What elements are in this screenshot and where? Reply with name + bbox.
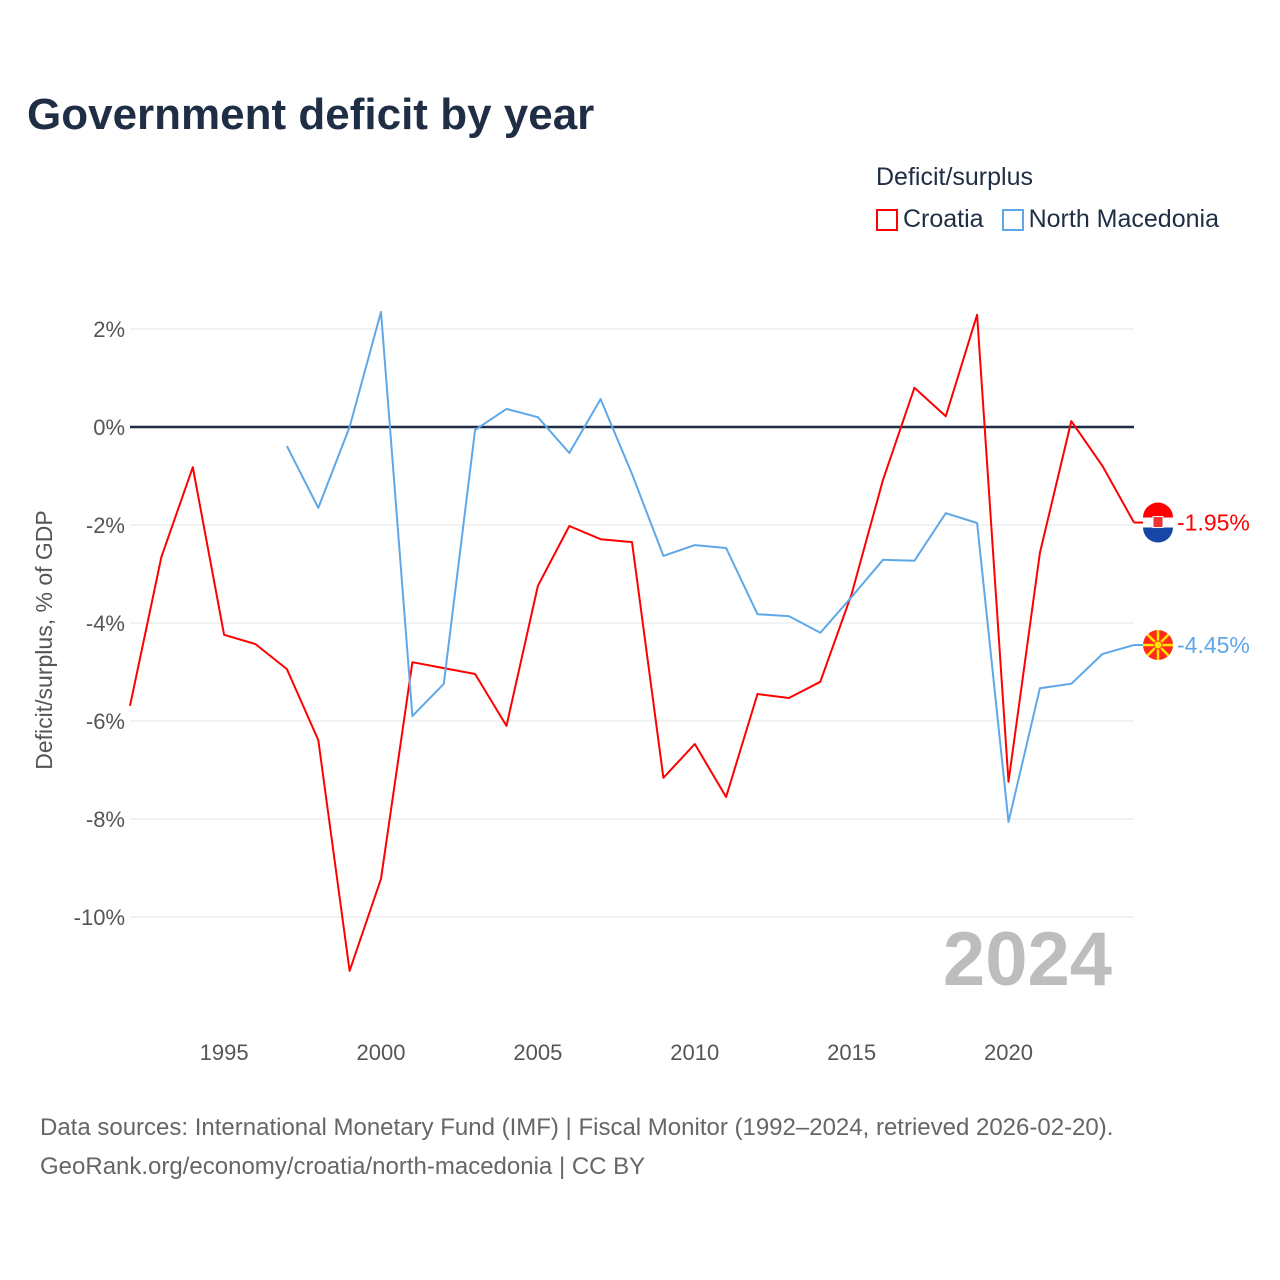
flag-shield bbox=[1152, 516, 1164, 529]
y-tick-label: 0% bbox=[93, 415, 125, 440]
flag-blue-band bbox=[1143, 527, 1173, 543]
x-tick-label: 2020 bbox=[984, 1040, 1033, 1065]
legend: Croatia North Macedonia bbox=[876, 205, 1219, 234]
y-tick-label: -8% bbox=[86, 807, 125, 832]
legend-title: Deficit/surplus bbox=[876, 163, 1033, 191]
x-tick-label: 2010 bbox=[670, 1040, 719, 1065]
y-tick-label: 2% bbox=[93, 317, 125, 342]
y-tick-label: -2% bbox=[86, 513, 125, 538]
end-value-label: -1.95% bbox=[1177, 510, 1250, 536]
series-line-north-macedonia bbox=[286, 310, 1135, 823]
legend-item-croatia[interactable]: Croatia bbox=[876, 205, 984, 234]
y-axis-label: Deficit/surplus, % of GDP bbox=[31, 510, 57, 769]
legend-item-north-macedonia[interactable]: North Macedonia bbox=[1001, 205, 1219, 234]
x-tick-label: 1995 bbox=[200, 1040, 249, 1065]
flag-sun bbox=[1153, 640, 1163, 650]
legend-label: Croatia bbox=[903, 205, 984, 233]
attribution-text: GeoRank.org/economy/croatia/north-macedo… bbox=[40, 1153, 646, 1180]
y-tick-label: -4% bbox=[86, 611, 125, 636]
legend-label: North Macedonia bbox=[1028, 205, 1219, 233]
y-tick-label: -10% bbox=[74, 905, 125, 930]
series-line-croatia bbox=[129, 313, 1135, 972]
source-text: Data sources: International Monetary Fun… bbox=[40, 1114, 1114, 1141]
flag-red-band bbox=[1143, 502, 1173, 518]
x-tick-label: 2000 bbox=[357, 1040, 406, 1065]
x-tick-label: 2005 bbox=[513, 1040, 562, 1065]
legend-swatch-north-macedonia bbox=[1001, 208, 1024, 231]
legend-swatch-croatia bbox=[876, 208, 898, 231]
y-tick-label: -6% bbox=[86, 709, 125, 734]
end-value-label: -4.45% bbox=[1177, 632, 1250, 658]
year-watermark: 2024 bbox=[943, 917, 1112, 1002]
x-tick-label: 2015 bbox=[827, 1040, 876, 1065]
chart-title: Government deficit by year bbox=[27, 90, 595, 139]
footer: Data sources: International Monetary Fun… bbox=[40, 1108, 1113, 1186]
